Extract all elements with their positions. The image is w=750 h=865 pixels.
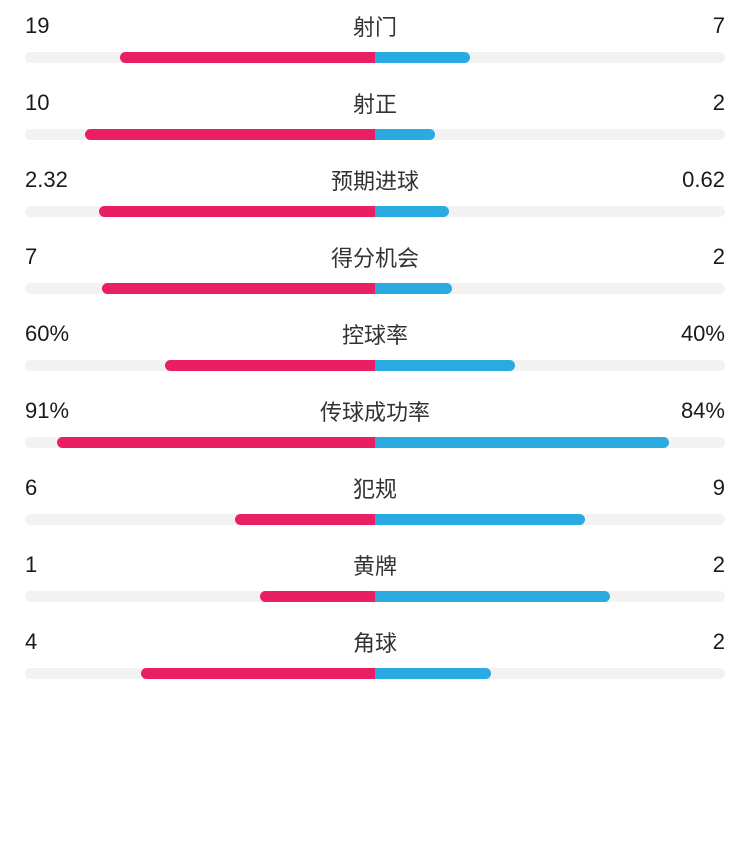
stat-left-value: 1 [25,552,258,578]
stat-label: 犯规 [258,472,491,504]
stat-row: 10射正2 [25,87,725,140]
stat-bar-track [25,591,725,602]
bar-left-half [25,52,375,63]
stat-labels: 4角球2 [25,626,725,658]
stat-labels: 10射正2 [25,87,725,119]
bar-right-half [375,283,725,294]
bar-fill-right [375,129,435,140]
stat-label: 射正 [258,87,491,119]
stat-right-value: 9 [492,475,725,501]
stat-right-value: 40% [492,321,725,347]
stat-bar-track [25,52,725,63]
bar-fill-left [141,668,376,679]
bar-left-half [25,437,375,448]
stat-label: 得分机会 [258,241,491,273]
bar-fill-left [235,514,375,525]
bar-fill-right [375,52,470,63]
stat-bar-track [25,129,725,140]
stat-right-value: 7 [492,13,725,39]
bar-fill-right [375,360,515,371]
stat-bar-track [25,437,725,448]
bar-right-half [375,206,725,217]
bar-fill-left [102,283,375,294]
stat-label: 角球 [258,626,491,658]
stat-labels: 7得分机会2 [25,241,725,273]
stat-labels: 19射门7 [25,10,725,42]
stat-labels: 6犯规9 [25,472,725,504]
stat-row: 60%控球率40% [25,318,725,371]
stat-row: 2.32预期进球0.62 [25,164,725,217]
stat-right-value: 2 [492,629,725,655]
bar-right-half [375,360,725,371]
stat-row: 6犯规9 [25,472,725,525]
stat-label: 控球率 [258,318,491,350]
stat-labels: 2.32预期进球0.62 [25,164,725,196]
stat-row: 7得分机会2 [25,241,725,294]
bar-fill-right [375,591,610,602]
bar-left-half [25,668,375,679]
stat-left-value: 6 [25,475,258,501]
stat-labels: 60%控球率40% [25,318,725,350]
stat-label: 传球成功率 [258,395,491,427]
bar-fill-left [120,52,376,63]
bar-right-half [375,668,725,679]
bar-left-half [25,129,375,140]
bar-fill-right [375,514,585,525]
bar-left-half [25,206,375,217]
stat-left-value: 60% [25,321,258,347]
bar-fill-right [375,668,491,679]
bar-left-half [25,283,375,294]
bar-left-half [25,591,375,602]
stat-label: 黄牌 [258,549,491,581]
bar-fill-left [99,206,376,217]
stat-label: 射门 [258,10,491,42]
stat-row: 19射门7 [25,10,725,63]
stat-bar-track [25,283,725,294]
bar-right-half [375,514,725,525]
stat-bar-track [25,514,725,525]
stat-row: 1黄牌2 [25,549,725,602]
stat-row: 4角球2 [25,626,725,679]
stat-right-value: 0.62 [492,167,725,193]
bar-left-half [25,514,375,525]
bar-fill-right [375,283,452,294]
bar-right-half [375,437,725,448]
stat-labels: 91%传球成功率84% [25,395,725,427]
stat-left-value: 10 [25,90,258,116]
stat-row: 91%传球成功率84% [25,395,725,448]
stat-right-value: 2 [492,244,725,270]
stat-bar-track [25,206,725,217]
stat-right-value: 2 [492,552,725,578]
stat-bar-track [25,668,725,679]
bar-right-half [375,129,725,140]
stat-left-value: 2.32 [25,167,258,193]
stat-left-value: 19 [25,13,258,39]
stat-left-value: 7 [25,244,258,270]
bar-fill-left [260,591,376,602]
bar-right-half [375,52,725,63]
bar-right-half [375,591,725,602]
bar-fill-left [165,360,375,371]
stat-left-value: 91% [25,398,258,424]
bar-fill-left [57,437,376,448]
bar-fill-left [85,129,376,140]
stats-comparison-panel: 19射门710射正22.32预期进球0.627得分机会260%控球率40%91%… [25,10,725,679]
bar-fill-right [375,437,669,448]
stat-left-value: 4 [25,629,258,655]
stat-labels: 1黄牌2 [25,549,725,581]
bar-fill-right [375,206,449,217]
stat-right-value: 84% [492,398,725,424]
stat-bar-track [25,360,725,371]
bar-left-half [25,360,375,371]
stat-right-value: 2 [492,90,725,116]
stat-label: 预期进球 [258,164,491,196]
